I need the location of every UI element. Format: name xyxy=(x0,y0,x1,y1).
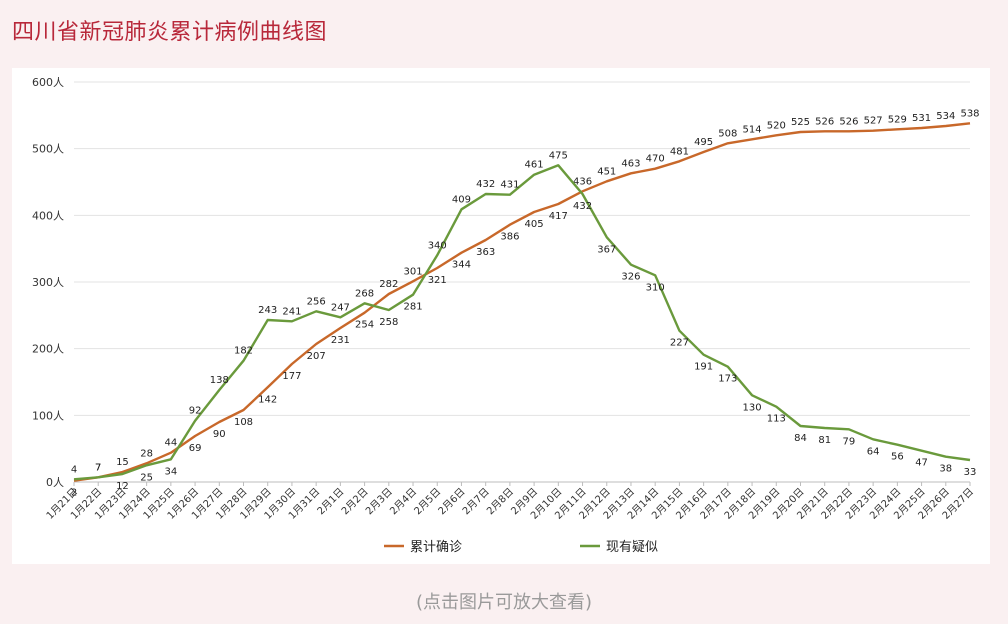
legend-label-confirmed: 累计确诊 xyxy=(410,540,462,555)
data-label-confirmed: 526 xyxy=(815,116,834,127)
data-label-confirmed: 301 xyxy=(403,266,422,277)
data-label-suspected: 34 xyxy=(164,466,177,477)
data-label-confirmed: 2 xyxy=(71,488,77,499)
data-label-confirmed: 538 xyxy=(960,108,979,119)
data-label-confirmed: 386 xyxy=(500,232,519,243)
data-label-suspected: 475 xyxy=(549,150,568,161)
data-label-suspected: 367 xyxy=(597,244,616,255)
data-label-confirmed: 254 xyxy=(355,320,374,331)
data-label-suspected: 461 xyxy=(525,160,544,171)
data-label-confirmed: 514 xyxy=(743,124,762,135)
data-label-suspected: 173 xyxy=(718,374,737,385)
data-label-suspected: 281 xyxy=(403,302,422,313)
data-label-suspected: 113 xyxy=(767,414,786,425)
legend-label-suspected: 现有疑似 xyxy=(606,539,658,555)
data-label-suspected: 258 xyxy=(379,317,398,328)
data-label-confirmed: 282 xyxy=(379,279,398,290)
data-label-confirmed: 344 xyxy=(452,260,471,271)
data-label-confirmed: 69 xyxy=(189,443,202,454)
data-label-suspected: 182 xyxy=(234,346,253,357)
data-label-suspected: 191 xyxy=(694,362,713,373)
data-label-confirmed: 481 xyxy=(670,146,689,157)
data-label-suspected: 326 xyxy=(621,272,640,283)
data-label-confirmed: 44 xyxy=(164,438,177,449)
data-label-confirmed: 417 xyxy=(549,211,568,222)
data-label-confirmed: 508 xyxy=(718,128,737,139)
data-label-confirmed: 177 xyxy=(282,371,301,382)
data-label-suspected: 64 xyxy=(867,446,880,457)
data-label-suspected: 4 xyxy=(71,464,77,475)
data-label-suspected: 247 xyxy=(331,302,350,313)
data-label-confirmed: 363 xyxy=(476,247,495,258)
data-label-suspected: 81 xyxy=(818,435,831,446)
data-label-suspected: 92 xyxy=(189,406,202,417)
data-label-suspected: 25 xyxy=(140,472,153,483)
data-label-confirmed: 495 xyxy=(694,137,713,148)
data-label-confirmed: 520 xyxy=(767,120,786,131)
data-label-suspected: 432 xyxy=(573,201,592,212)
data-label-confirmed: 7 xyxy=(95,462,101,473)
zoom-caption[interactable]: (点击图片可放大查看) xyxy=(415,592,593,613)
series-line-confirmed xyxy=(73,122,971,482)
data-label-suspected: 409 xyxy=(452,194,471,205)
data-label-suspected: 138 xyxy=(210,375,229,386)
data-label-suspected: 432 xyxy=(476,179,495,190)
data-label-suspected: 256 xyxy=(307,296,326,307)
data-label-suspected: 227 xyxy=(670,338,689,349)
data-label-confirmed: 15 xyxy=(116,457,129,468)
series-line-suspected xyxy=(73,164,971,481)
data-label-suspected: 7 xyxy=(95,462,101,473)
data-label-confirmed: 526 xyxy=(839,116,858,127)
y-tick-label: 200人 xyxy=(32,343,64,356)
data-label-confirmed: 90 xyxy=(213,429,226,440)
data-label-confirmed: 451 xyxy=(597,166,616,177)
data-label-suspected: 243 xyxy=(258,305,277,316)
data-label-suspected: 130 xyxy=(743,402,762,413)
data-label-suspected: 84 xyxy=(794,433,807,444)
chart-card[interactable]: 0人 100人 200人 300人 400人 500人 600人 1月21日 1月22日 1月23… xyxy=(12,68,990,564)
data-label-suspected: 340 xyxy=(428,240,447,251)
data-label-suspected: 310 xyxy=(646,282,665,293)
y-tick-label: 300人 xyxy=(32,276,64,289)
data-label-confirmed: 463 xyxy=(621,158,640,169)
data-label-confirmed: 28 xyxy=(140,448,153,459)
data-label-confirmed: 142 xyxy=(258,394,277,405)
data-label-suspected: 12 xyxy=(116,481,129,492)
data-label-confirmed: 525 xyxy=(791,117,810,128)
data-label-suspected: 79 xyxy=(843,436,856,447)
data-label-suspected: 268 xyxy=(355,288,374,299)
data-label-suspected: 33 xyxy=(964,467,977,478)
y-tick-label: 400人 xyxy=(32,209,64,222)
data-label-confirmed: 207 xyxy=(307,351,326,362)
y-tick-label: 100人 xyxy=(32,409,64,422)
y-tick-label: 0人 xyxy=(46,476,64,489)
data-label-suspected: 38 xyxy=(939,464,952,475)
y-tick-label: 500人 xyxy=(32,143,64,156)
line-chart[interactable]: 0人100人200人300人400人500人600人1月21日1月22日1月23… xyxy=(12,68,990,564)
data-label-confirmed: 321 xyxy=(428,275,447,286)
data-label-suspected: 56 xyxy=(891,452,904,463)
data-label-confirmed: 470 xyxy=(646,154,665,165)
data-label-confirmed: 531 xyxy=(912,113,931,124)
data-label-confirmed: 231 xyxy=(331,335,350,346)
data-label-suspected: 241 xyxy=(282,306,301,317)
data-label-confirmed: 436 xyxy=(573,176,592,187)
data-label-confirmed: 405 xyxy=(525,219,544,230)
data-label-confirmed: 529 xyxy=(888,114,907,125)
data-label-suspected: 47 xyxy=(915,458,928,469)
data-label-confirmed: 527 xyxy=(864,116,883,127)
data-label-confirmed: 534 xyxy=(936,111,955,122)
data-label-suspected: 431 xyxy=(500,180,519,191)
data-label-confirmed: 108 xyxy=(234,417,253,428)
y-tick-label: 600人 xyxy=(32,76,64,89)
page-title: 四川省新冠肺炎累计病例曲线图 xyxy=(12,20,328,45)
